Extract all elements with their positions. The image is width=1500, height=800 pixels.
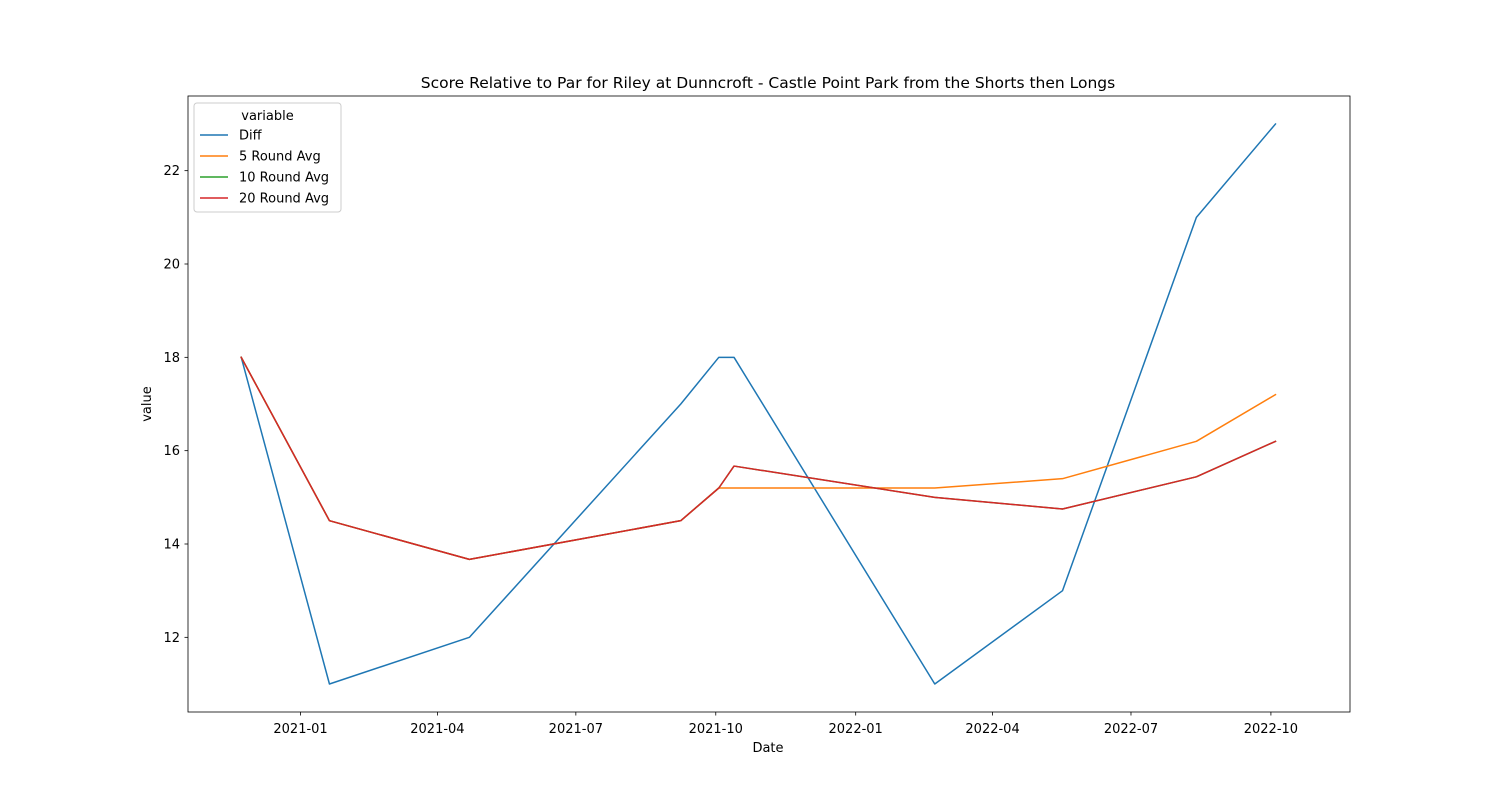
legend: variable Diff 5 Round Avg 10 Round Avg 20 Ro… <box>193 102 342 213</box>
x-tick-label: 2022-10 <box>1244 722 1298 737</box>
legend-label: 10 Round Avg <box>239 171 329 186</box>
y-axis-title: value <box>140 386 155 422</box>
plot-area <box>188 96 1350 712</box>
x-tick-label: 2022-07 <box>1104 722 1158 737</box>
legend-label: 20 Round Avg <box>239 192 329 207</box>
axes: 2021-01 2021-04 2021-07 2021-10 2022-01 2022-… <box>163 95 1351 737</box>
series-line-3 <box>240 356 1277 561</box>
x-tick-label: 2021-10 <box>689 722 743 737</box>
legend-label: Diff <box>239 129 263 144</box>
x-tick-label: 2022-04 <box>965 722 1019 737</box>
y-tick-label: 16 <box>163 444 180 459</box>
x-tick-label: 2021-07 <box>549 722 603 737</box>
y-tick-label: 22 <box>163 164 180 179</box>
plot-background <box>188 96 1350 712</box>
series-line-0 <box>240 122 1277 685</box>
y-tick-label: 12 <box>163 631 180 646</box>
y-tick-label: 14 <box>163 538 180 553</box>
legend-box <box>193 102 342 213</box>
x-axis-title: Date <box>752 741 783 756</box>
plot-frame <box>187 95 1351 713</box>
legend-title: variable <box>241 109 293 124</box>
y-tick-label: 18 <box>163 351 180 366</box>
y-tick-label: 20 <box>163 258 180 273</box>
chart-title: Score Relative to Par for Riley at Dunnc… <box>421 74 1115 92</box>
legend-label: 5 Round Avg <box>239 150 321 165</box>
x-tick-label: 2021-04 <box>410 722 464 737</box>
x-tick-label: 2021-01 <box>273 722 327 737</box>
series-lines <box>240 122 1277 685</box>
x-tick-label: 2022-01 <box>829 722 883 737</box>
